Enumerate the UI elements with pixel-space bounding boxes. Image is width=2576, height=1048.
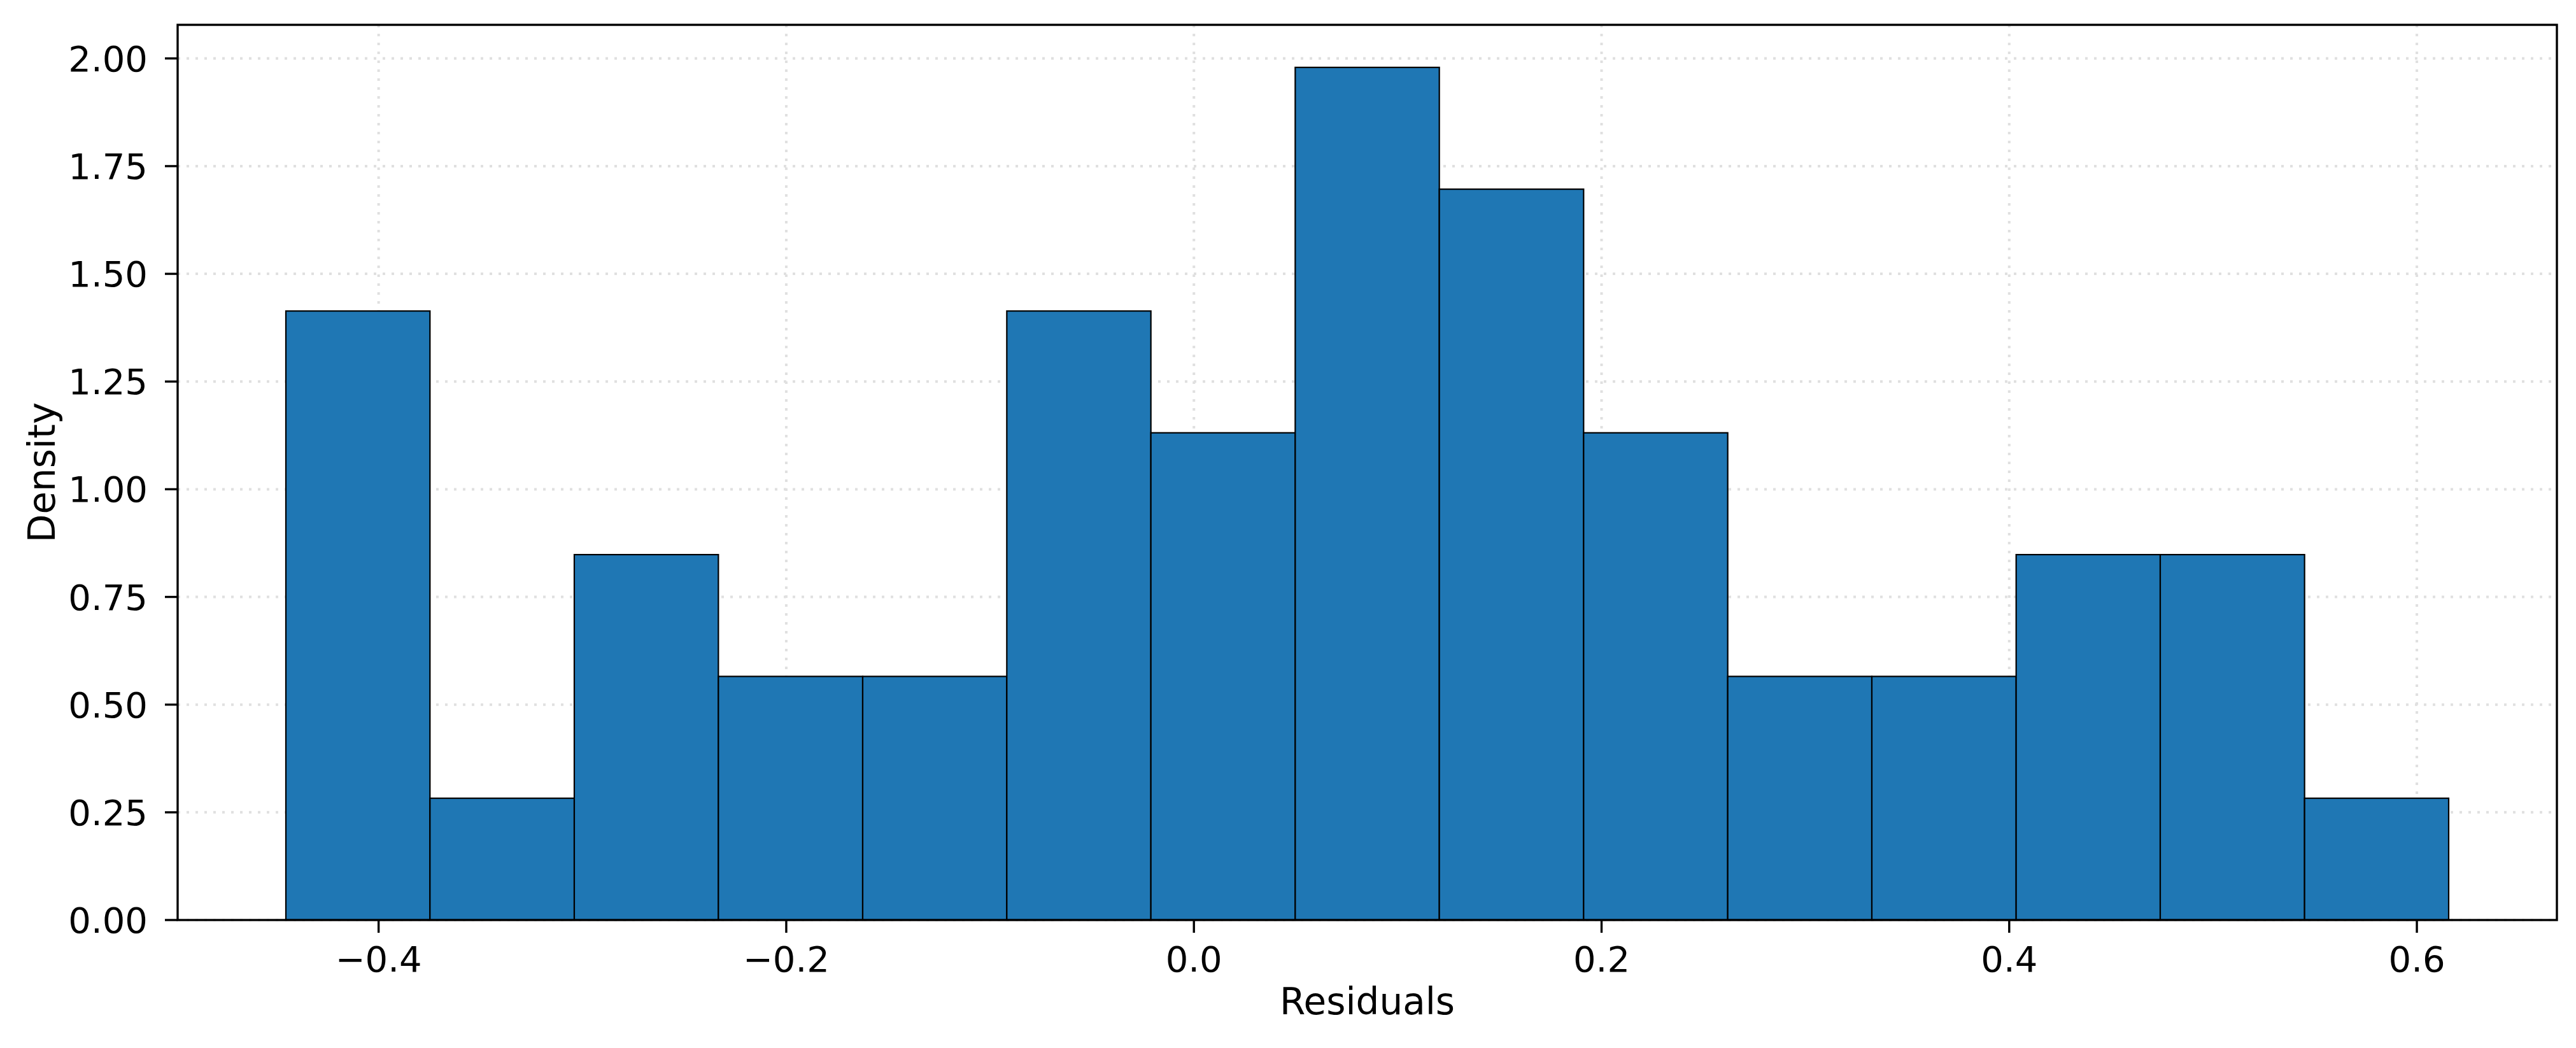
histogram-bar (1728, 676, 1872, 920)
histogram-bar (2160, 555, 2305, 920)
x-tick-label: −0.2 (743, 938, 830, 980)
histogram-bar (2305, 798, 2449, 920)
x-tick-label: 0.4 (1981, 938, 2037, 980)
y-tick-label: 1.75 (68, 146, 148, 187)
x-axis-label: Residuals (1280, 980, 1455, 1023)
y-tick-labels-group: 0.00 0.25 0.50 0.75 1.00 1.25 1.50 1.75 2.00 (68, 38, 148, 941)
y-tick-label: 0.00 (68, 900, 148, 941)
histogram-bar (286, 311, 430, 920)
histogram-bar (863, 676, 1007, 920)
histogram-bar (574, 555, 718, 920)
y-tick-label: 0.75 (68, 577, 148, 618)
y-tick-label: 1.50 (68, 253, 148, 295)
histogram-bar (1295, 67, 1439, 920)
histogram-bar (430, 798, 574, 920)
histogram-bar (1151, 433, 1296, 920)
histogram-bar (1440, 189, 1584, 920)
chart-canvas: −0.4 −0.2 0.0 0.2 0.4 0.6 0.00 0.25 0.50 0.75 1.0… (0, 0, 2576, 1048)
histogram-figure: −0.4 −0.2 0.0 0.2 0.4 0.6 0.00 0.25 0.50 0.75 1.0… (0, 0, 2576, 1048)
y-tick-label: 0.50 (68, 684, 148, 726)
y-tick-label: 1.00 (68, 469, 148, 510)
histogram-bar (718, 676, 863, 920)
y-tick-label: 0.25 (68, 792, 148, 833)
histogram-bar (2016, 555, 2160, 920)
x-tick-label: 0.0 (1166, 938, 1222, 980)
x-tick-label: −0.4 (336, 938, 422, 980)
x-tick-label: 0.6 (2389, 938, 2445, 980)
histogram-bar (1583, 433, 1727, 920)
y-tick-label: 2.00 (68, 38, 148, 80)
x-tick-label: 0.2 (1573, 938, 1630, 980)
y-axis-label: Density (20, 402, 64, 543)
histogram-bar (1007, 311, 1150, 920)
histogram-bar (1872, 676, 2016, 920)
y-tick-label: 1.25 (68, 361, 148, 402)
